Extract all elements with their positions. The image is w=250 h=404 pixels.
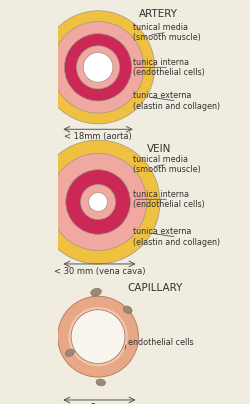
Circle shape: [64, 34, 132, 101]
Text: tunica interna
(endothelial cells): tunica interna (endothelial cells): [133, 58, 205, 77]
Text: tunica interna
(endothelial cells): tunica interna (endothelial cells): [133, 189, 205, 209]
Circle shape: [52, 21, 144, 113]
Ellipse shape: [123, 306, 132, 314]
Circle shape: [36, 140, 160, 264]
Circle shape: [83, 53, 113, 82]
Ellipse shape: [96, 379, 106, 386]
Circle shape: [80, 185, 116, 219]
Text: tunical media
(smooth muscle): tunical media (smooth muscle): [133, 155, 201, 174]
Circle shape: [89, 193, 108, 211]
Text: tunica externa
(elastin and collagen): tunica externa (elastin and collagen): [133, 91, 220, 111]
Text: endothelial cells: endothelial cells: [128, 338, 193, 347]
Circle shape: [68, 307, 128, 366]
Circle shape: [50, 154, 146, 250]
Circle shape: [42, 11, 155, 124]
Circle shape: [58, 296, 138, 377]
Text: 5μm: 5μm: [90, 403, 109, 404]
Text: tunical media
(smooth muscle): tunical media (smooth muscle): [133, 23, 201, 42]
Text: VEIN: VEIN: [146, 144, 171, 154]
Text: CAPILLARY: CAPILLARY: [127, 283, 182, 293]
Text: ARTERY: ARTERY: [139, 9, 178, 19]
Text: tunica externa
(elastin and collagen): tunica externa (elastin and collagen): [133, 227, 220, 247]
Ellipse shape: [65, 349, 74, 356]
Circle shape: [76, 46, 120, 89]
Circle shape: [71, 310, 125, 364]
Text: < 18mm (aorta): < 18mm (aorta): [64, 132, 132, 141]
Text: < 30 mm (vena cava): < 30 mm (vena cava): [54, 267, 145, 276]
Circle shape: [66, 170, 130, 234]
Ellipse shape: [91, 288, 101, 296]
